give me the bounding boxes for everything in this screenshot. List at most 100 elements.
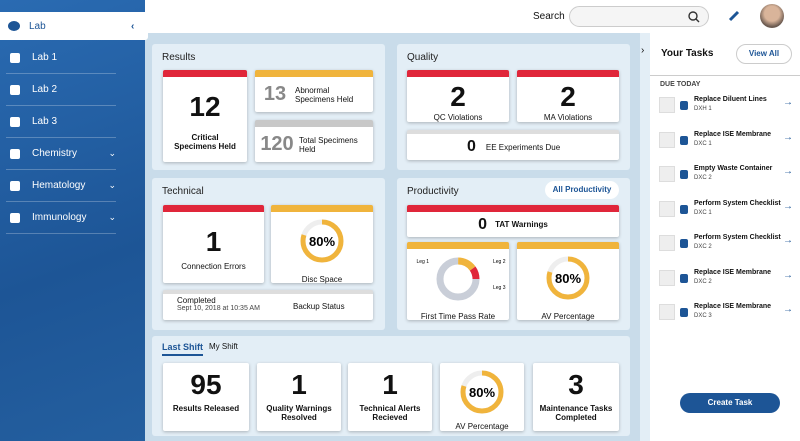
create-task-button[interactable]: Create Task xyxy=(680,393,780,413)
header-label: Lab xyxy=(29,20,46,32)
task-arrow: → xyxy=(783,269,793,281)
productivity-panel: Productivity All Productivity 0 TAT Warni… xyxy=(397,178,630,330)
stat-card[interactable]: 1 Quality Warnings Resolved xyxy=(257,363,341,431)
gauge-arc xyxy=(300,219,344,263)
sidebar-header[interactable]: Lab ‹ xyxy=(0,12,148,40)
backup-date: Sept 10, 2018 at 10:35 AM xyxy=(177,305,260,312)
icon xyxy=(8,21,20,31)
gauge: 80% xyxy=(460,370,504,414)
tab[interactable]: Last Shift xyxy=(162,342,204,356)
task-item[interactable]: Replace Diluent Lines DXH 1 → xyxy=(655,95,800,129)
stat-card[interactable]: 12 Critical Specimens Held xyxy=(163,70,247,162)
stat-card[interactable]: Leg 1 Leg 2 Leg 3 First Time Pass Rate xyxy=(407,242,509,321)
stat-card[interactable]: 1 Technical Alerts Recieved xyxy=(348,363,432,431)
task-code: DXC 2 xyxy=(694,175,712,181)
stat-value: 1 xyxy=(291,369,307,400)
nav-label: Lab 1 xyxy=(32,52,58,63)
stat-value: 13 xyxy=(263,83,287,105)
panel-toggle[interactable]: › xyxy=(640,33,650,441)
checkbox xyxy=(659,131,675,148)
nav-label: Lab 3 xyxy=(32,116,58,127)
section-label: DUE TODAY xyxy=(660,81,701,88)
stat-card[interactable]: 3 Maintenance Tasks Completed xyxy=(533,363,619,431)
task-item[interactable]: Perform System Checklist DXC 1 → xyxy=(655,199,800,233)
task-item[interactable]: Replace ISE Membrane DXC 3 → xyxy=(655,302,800,336)
avatar[interactable] xyxy=(760,4,784,28)
task-item[interactable]: Replace ISE Membrane DXC 1 → xyxy=(655,130,800,164)
gauge-label: 80% xyxy=(555,271,581,286)
stat-label: QC Violations xyxy=(433,113,483,122)
task-title: Replace Diluent Lines xyxy=(694,96,767,103)
nav-item[interactable]: Lab 3 xyxy=(6,106,116,138)
tasks-title: Your Tasks xyxy=(661,48,714,59)
stat-value: 2 xyxy=(450,81,466,112)
stat-value: 0 xyxy=(478,215,488,233)
backup-status: Completed xyxy=(177,296,216,305)
task-code: DXC 1 xyxy=(694,140,712,147)
nav-label: Immunology xyxy=(32,212,87,223)
donut-legend: Leg 3 xyxy=(493,285,506,291)
task-code: DXC 1 xyxy=(694,209,712,216)
stat-label: Results Released xyxy=(172,404,240,413)
stat-label: TAT Warnings xyxy=(495,220,548,229)
task-icon xyxy=(680,273,688,283)
task-item[interactable]: Perform System Checklist DXC 2 → xyxy=(655,233,800,267)
panel-title: Technical xyxy=(162,186,204,197)
stat-card[interactable]: 95 Results Released xyxy=(163,363,249,431)
stat-label: Quality Warnings Resolved xyxy=(266,404,332,422)
task-icon xyxy=(680,135,688,145)
nav-label: Lab 2 xyxy=(32,84,58,95)
nav-item[interactable]: Lab 1 xyxy=(6,42,116,74)
stat-card[interactable]: 80% AV Percentage xyxy=(517,242,619,321)
donut-chart: Leg 1 Leg 2 Leg 3 xyxy=(416,257,506,301)
stat-label: Maintenance Tasks Completed xyxy=(539,404,613,422)
search-label: Search xyxy=(533,11,565,22)
gauge: 80% xyxy=(546,256,590,300)
task-arrow: → xyxy=(783,97,793,108)
task-title: Perform System Checklist xyxy=(694,234,781,241)
stat-card[interactable]: 2 MA Violations xyxy=(517,70,619,122)
edit-icon[interactable] xyxy=(728,10,740,22)
tab[interactable]: My Shift xyxy=(209,342,238,351)
nav-item[interactable]: Chemistry ⌄ xyxy=(6,138,116,170)
stat-card[interactable]: 80% AV Percentage xyxy=(440,363,524,431)
search-input[interactable] xyxy=(569,6,709,27)
stat-card[interactable]: 1 Connection Errors xyxy=(163,205,264,283)
nav-item[interactable]: Immunology ⌄ xyxy=(6,202,116,234)
stat-card[interactable]: 0 EE Experiments Due xyxy=(407,130,619,160)
expand-icon: ⌄ xyxy=(108,212,116,222)
gauge-label: 80% xyxy=(309,234,335,249)
results-panel: Results 12 Critical Specimens Held 13 Abno… xyxy=(152,44,385,170)
nav-label: Chemistry xyxy=(32,148,78,159)
nav-item[interactable]: Hematology ⌄ xyxy=(6,170,116,202)
task-arrow: → xyxy=(783,131,793,143)
stat-card[interactable]: 80% Disc Space xyxy=(271,205,373,284)
all-productivity-button[interactable]: All Productivity xyxy=(545,181,619,199)
backup-card[interactable]: Completed Sept 10, 2018 at 10:35 AM Back… xyxy=(163,290,373,320)
collapse-icon[interactable]: ‹ xyxy=(131,20,135,32)
nav-icon xyxy=(10,116,20,127)
nav-icon xyxy=(10,180,20,191)
task-code: DXC 2 xyxy=(694,244,712,250)
stat-label: AV Percentage xyxy=(541,312,595,321)
task-arrow: → xyxy=(783,200,793,212)
view-all-button[interactable]: View All xyxy=(736,44,792,64)
stat-card[interactable]: 0 TAT Warnings xyxy=(407,205,619,237)
task-item[interactable]: Empty Waste Container DXC 2 → xyxy=(655,164,800,198)
nav-icon xyxy=(10,212,20,223)
task-item[interactable]: Replace ISE Membrane DXC 2 → xyxy=(655,268,800,302)
task-title: Replace ISE Membrane xyxy=(694,303,772,310)
stat-label: Disc Space xyxy=(301,275,343,284)
gauge: 80% xyxy=(300,219,344,263)
stat-card[interactable]: 13 Abnormal Specimens Held xyxy=(255,70,373,112)
technical-panel: Technical 1 Connection Errors 80% Disc Spa… xyxy=(152,178,385,330)
checkbox xyxy=(659,304,675,320)
stat-value: 3 xyxy=(568,369,584,400)
stat-label: Total Specimens Held xyxy=(299,135,358,154)
stat-card[interactable]: 2 QC Violations xyxy=(407,70,509,122)
task-arrow: → xyxy=(783,235,793,246)
stat-card[interactable]: 120 Total Specimens Held xyxy=(255,120,373,162)
backup-label: Backup Status xyxy=(293,302,345,311)
nav-item[interactable]: Lab 2 xyxy=(6,74,116,106)
